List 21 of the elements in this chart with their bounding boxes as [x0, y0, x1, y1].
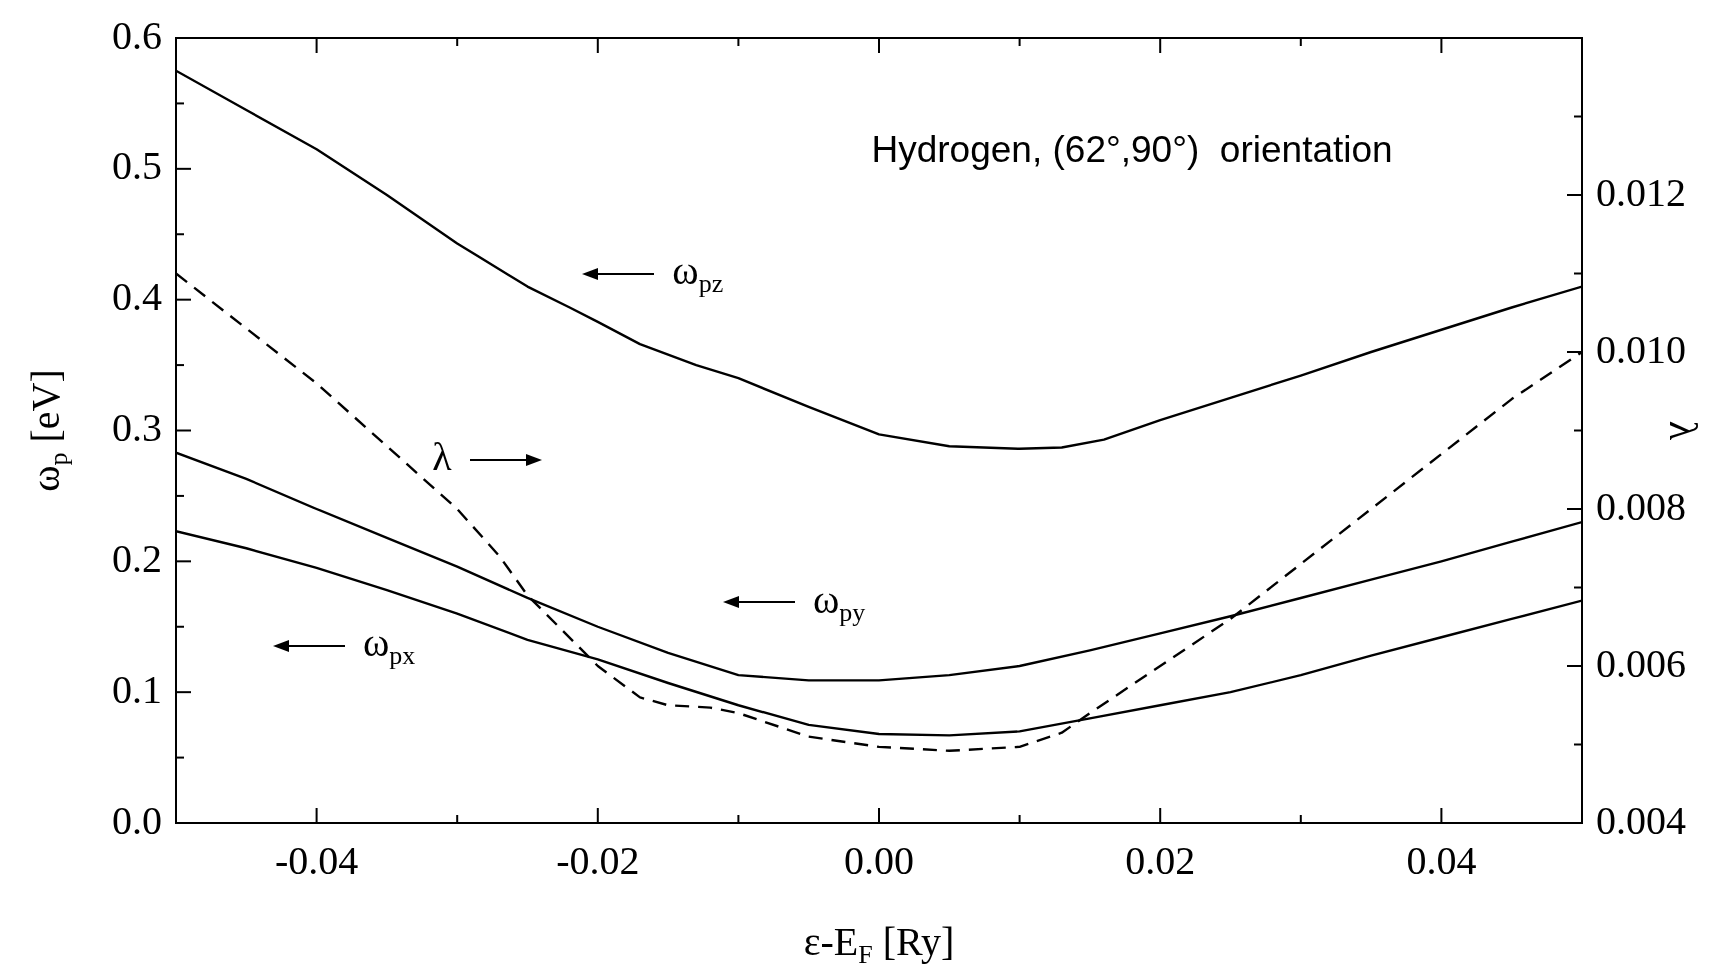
y-tick-label: 0.4 [112, 274, 162, 320]
x-tick-label: 0.04 [1406, 837, 1477, 883]
x-tick-label: 0.02 [1125, 837, 1196, 883]
y-tick-label: 0.6 [112, 12, 162, 58]
y2-tick-label: 0.006 [1596, 640, 1686, 686]
y-tick-label: 0.2 [112, 535, 162, 581]
y2-tick-label: 0.012 [1596, 169, 1686, 215]
x-tick-label: -0.04 [274, 837, 359, 883]
series-label: λ [432, 434, 453, 480]
x-tick-label: -0.02 [556, 837, 640, 883]
x-tick-label: 0.00 [844, 837, 914, 883]
text: Hydrogen, (62°,90°) orientation [871, 129, 1393, 171]
y-tick-label: 0.5 [112, 143, 162, 189]
y-tick-label: 0.1 [112, 666, 162, 712]
y-tick-label: 0.3 [112, 405, 162, 450]
y2-tick-label: 0.008 [1596, 483, 1686, 529]
y2-axis-title: λ [1660, 420, 1706, 441]
y-axis-title: ωp [eV] [22, 369, 73, 492]
y2-tick-label: 0.004 [1596, 797, 1686, 843]
y2-tick-label: 0.010 [1596, 326, 1686, 372]
y-tick-label: 0.0 [112, 797, 162, 843]
